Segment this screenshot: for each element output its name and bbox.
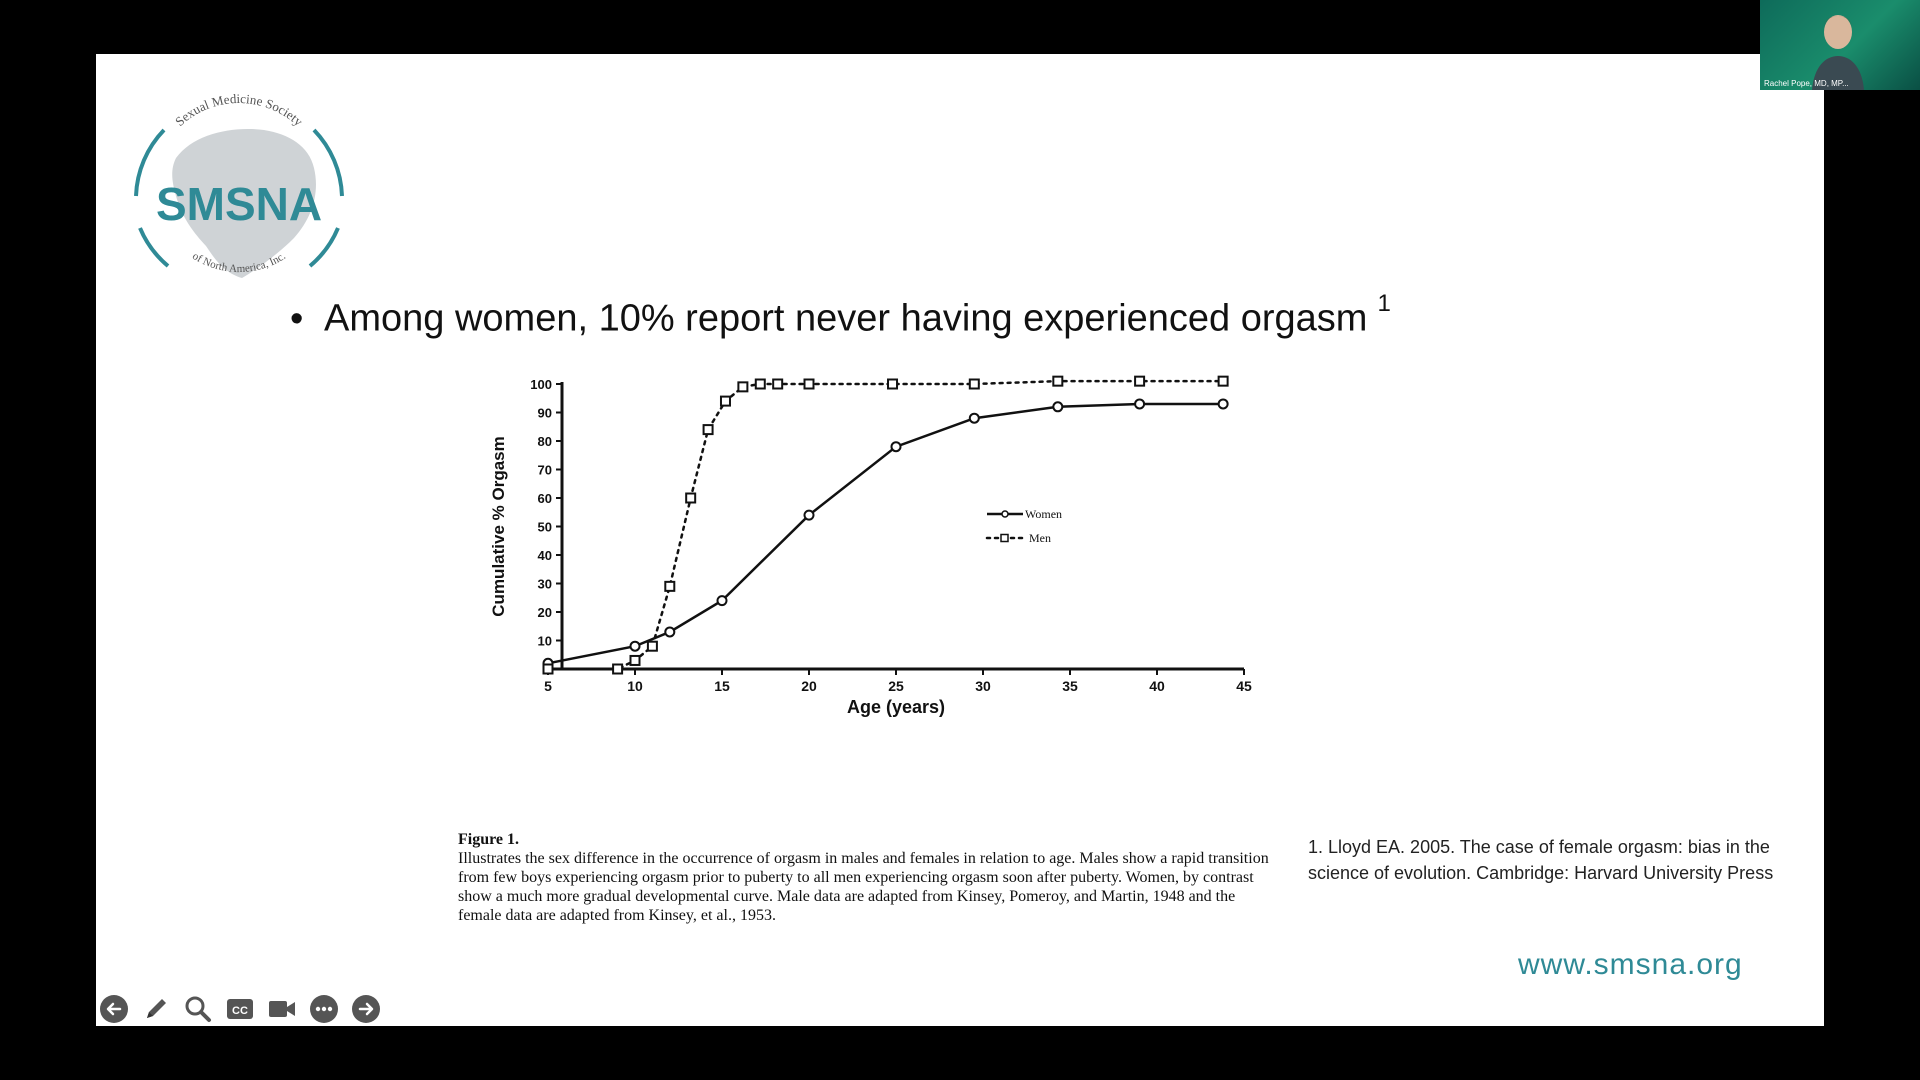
x-tick-label: 5 [544, 678, 552, 694]
x-tick-label: 40 [1149, 678, 1165, 694]
x-tick-label: 20 [801, 678, 817, 694]
data-point-men [702, 424, 714, 436]
x-axis-label: Age (years) [847, 697, 945, 717]
x-tick-label: 15 [714, 678, 730, 694]
participant-name: Rachel Pope, MD, MP... [1764, 79, 1849, 88]
data-point-men [685, 492, 697, 504]
closed-captions-icon: CC [227, 999, 253, 1019]
data-point-men [646, 640, 658, 652]
camera-button[interactable] [266, 993, 298, 1025]
data-point-men [1134, 375, 1146, 387]
data-point-men [664, 580, 676, 592]
y-axis-label: Cumulative % Orgasm [489, 436, 508, 616]
data-point-women [890, 441, 902, 453]
y-tick-label: 10 [538, 634, 552, 649]
x-tick-label: 10 [627, 678, 643, 694]
pen-tool-button[interactable] [140, 993, 172, 1025]
y-tick-label: 100 [530, 377, 552, 392]
svg-text:CC: CC [232, 1005, 248, 1017]
series-line-women [547, 402, 1224, 665]
x-tick-label: 25 [888, 678, 904, 694]
data-point-men [629, 654, 641, 666]
more-options-icon [310, 995, 338, 1023]
y-tick-label: 50 [538, 520, 552, 535]
y-tick-label: 60 [538, 491, 552, 506]
y-tick-label: 20 [538, 605, 552, 620]
presentation-toolbar: CC [96, 987, 382, 1026]
bullet-point: • Among women, 10% report never having ex… [290, 290, 1391, 341]
presentation-slide: Sexual Medicine Society SMSNA of North A… [96, 54, 1824, 1026]
data-point-men [968, 378, 980, 390]
series-line-men [546, 379, 1225, 671]
data-point-men [754, 378, 766, 390]
logo-top-text: Sexual Medicine Society [172, 91, 306, 129]
chart-legend: Women Men [985, 507, 1062, 545]
magnifier-icon [185, 996, 211, 1022]
data-point-women [664, 626, 676, 638]
bullet-dot: • [290, 297, 304, 340]
data-point-women [629, 640, 641, 652]
x-tick-label: 45 [1236, 678, 1252, 694]
data-point-men [1052, 375, 1064, 387]
video-camera-icon [269, 1001, 295, 1017]
data-point-women [968, 412, 980, 424]
y-tick-label: 70 [538, 463, 552, 478]
smsna-logo: Sexual Medicine Society SMSNA of North A… [134, 91, 344, 278]
orgasm-by-age-chart: 010203040506070809010051015202530354045A… [489, 375, 1252, 717]
next-slide-button[interactable] [350, 993, 382, 1025]
website-url: www.smsna.org [1518, 948, 1743, 981]
bullet-footnote-marker: 1 [1377, 290, 1391, 317]
pen-icon [147, 999, 166, 1018]
zoom-button[interactable] [182, 993, 214, 1025]
data-point-women [1134, 398, 1146, 410]
data-point-men [542, 663, 554, 675]
participant-avatar [1812, 15, 1864, 90]
data-point-men [803, 378, 815, 390]
arrow-left-icon [100, 995, 128, 1023]
arrow-right-icon [352, 995, 380, 1023]
y-tick-label: 90 [538, 406, 552, 421]
data-point-women [1052, 401, 1064, 413]
captions-button[interactable]: CC [224, 993, 256, 1025]
reference-citation: 1. Lloyd EA. 2005. The case of female or… [1308, 837, 1774, 883]
data-point-men [887, 378, 899, 390]
figure-caption-body: Illustrates the sex difference in the oc… [458, 850, 1269, 924]
participant-video-thumbnail[interactable]: Rachel Pope, MD, MP... [1760, 0, 1920, 90]
legend-label-men: Men [1029, 531, 1051, 545]
svg-text:Sexual Medicine Society: Sexual Medicine Society [172, 91, 306, 129]
legend-label-women: Women [1025, 507, 1062, 521]
legend-marker-women [1001, 510, 1009, 518]
data-point-women [716, 595, 728, 607]
figure-caption: Figure 1. Illustrates the sex difference… [458, 830, 1270, 925]
x-tick-label: 35 [1062, 678, 1078, 694]
x-tick-label: 30 [975, 678, 991, 694]
data-point-men [1217, 375, 1229, 387]
more-options-button[interactable] [308, 993, 340, 1025]
data-point-women [1217, 398, 1229, 410]
data-point-men [719, 395, 731, 407]
previous-slide-button[interactable] [98, 993, 130, 1025]
data-point-men [737, 381, 749, 393]
data-point-men [612, 663, 624, 675]
figure-caption-title: Figure 1. [458, 831, 520, 848]
data-point-women [803, 509, 815, 521]
bullet-text: Among women, 10% report never having exp… [324, 297, 1368, 340]
north-america-map-icon [172, 128, 316, 278]
logo-acronym: SMSNA [156, 178, 322, 230]
y-tick-label: 40 [538, 548, 552, 563]
y-tick-label: 30 [538, 577, 552, 592]
data-point-men [772, 378, 784, 390]
y-tick-label: 80 [538, 434, 552, 449]
legend-marker-men [1000, 533, 1009, 543]
